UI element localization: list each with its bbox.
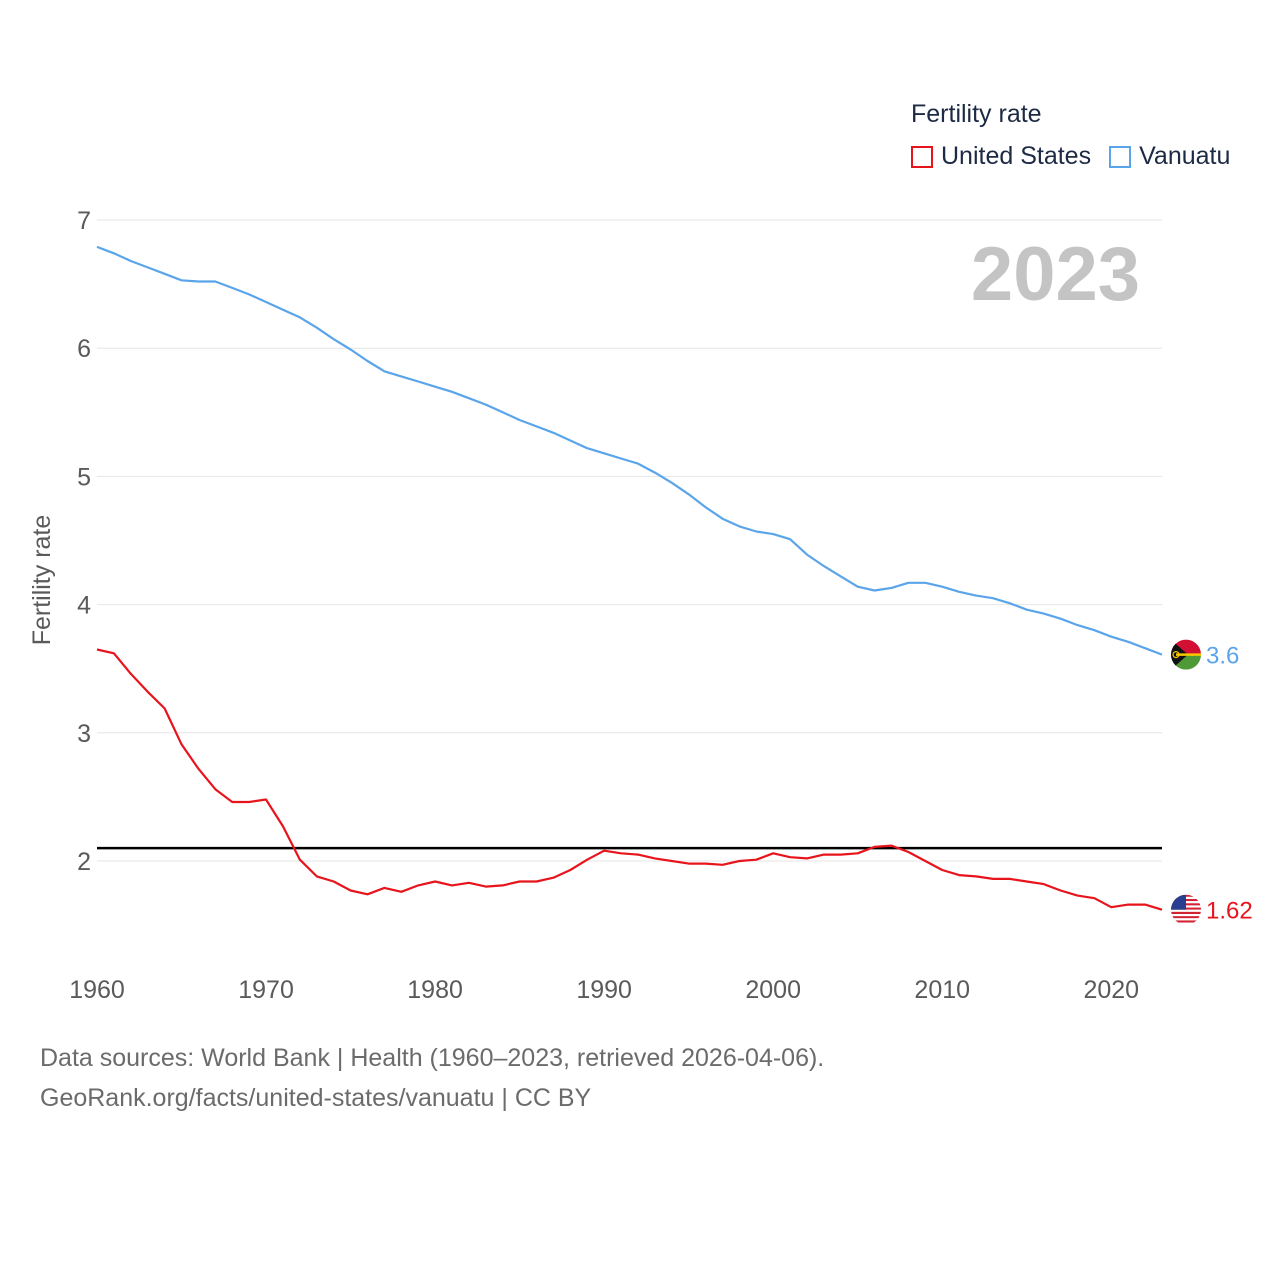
- y-tick-label: 4: [77, 592, 91, 620]
- x-tick-label: 1960: [69, 976, 125, 1004]
- y-tick-label: 5: [77, 463, 91, 491]
- legend-title: Fertility rate: [911, 100, 1042, 128]
- flag-vanuatu-icon: [1171, 639, 1201, 670]
- footer-link[interactable]: GeoRank.org/facts/united-states/vanuatu …: [40, 1084, 592, 1112]
- flag-united-states-icon: [1171, 894, 1201, 925]
- x-tick-label: 1990: [576, 976, 632, 1004]
- end-label-vanuatu: 3.6: [1206, 643, 1239, 670]
- legend-item-united-states[interactable]: United States: [911, 142, 1091, 171]
- legend-label-vanuatu: Vanuatu: [1139, 142, 1231, 170]
- legend: United States Vanuatu: [911, 142, 1248, 171]
- legend-label-united-states: United States: [941, 142, 1092, 170]
- y-tick-label: 6: [77, 335, 91, 363]
- legend-swatch-united-states: [911, 145, 933, 168]
- legend-swatch-vanuatu: [1109, 145, 1132, 168]
- flag-markers: [1171, 639, 1201, 925]
- x-tick-label: 2010: [914, 976, 970, 1004]
- series-line-united-states: [96, 648, 1163, 911]
- y-axis-ticks: 2 3 4 5 6 7: [77, 207, 91, 876]
- x-tick-label: 2020: [1083, 976, 1139, 1004]
- series-lines: [96, 245, 1163, 911]
- gridlines: [97, 219, 1162, 862]
- x-tick-label: 1970: [238, 976, 294, 1004]
- y-tick-label: 7: [77, 207, 91, 235]
- x-axis-ticks: 1960 1970 1980 1990 2000 2010 2020: [69, 976, 1139, 1004]
- year-watermark: 2023: [971, 232, 1140, 317]
- x-tick-label: 1980: [407, 976, 463, 1004]
- x-tick-label: 2000: [745, 976, 801, 1004]
- y-tick-label: 3: [77, 720, 91, 748]
- y-axis-label: Fertility rate: [28, 515, 56, 646]
- footer-sources: Data sources: World Bank | Health (1960–…: [40, 1044, 825, 1072]
- legend-item-vanuatu[interactable]: Vanuatu: [1109, 142, 1230, 171]
- end-labels: 1.62 3.6: [1206, 643, 1253, 925]
- series-line-vanuatu: [96, 245, 1163, 656]
- end-label-united-states: 1.62: [1206, 898, 1253, 925]
- y-tick-label: 2: [77, 848, 91, 876]
